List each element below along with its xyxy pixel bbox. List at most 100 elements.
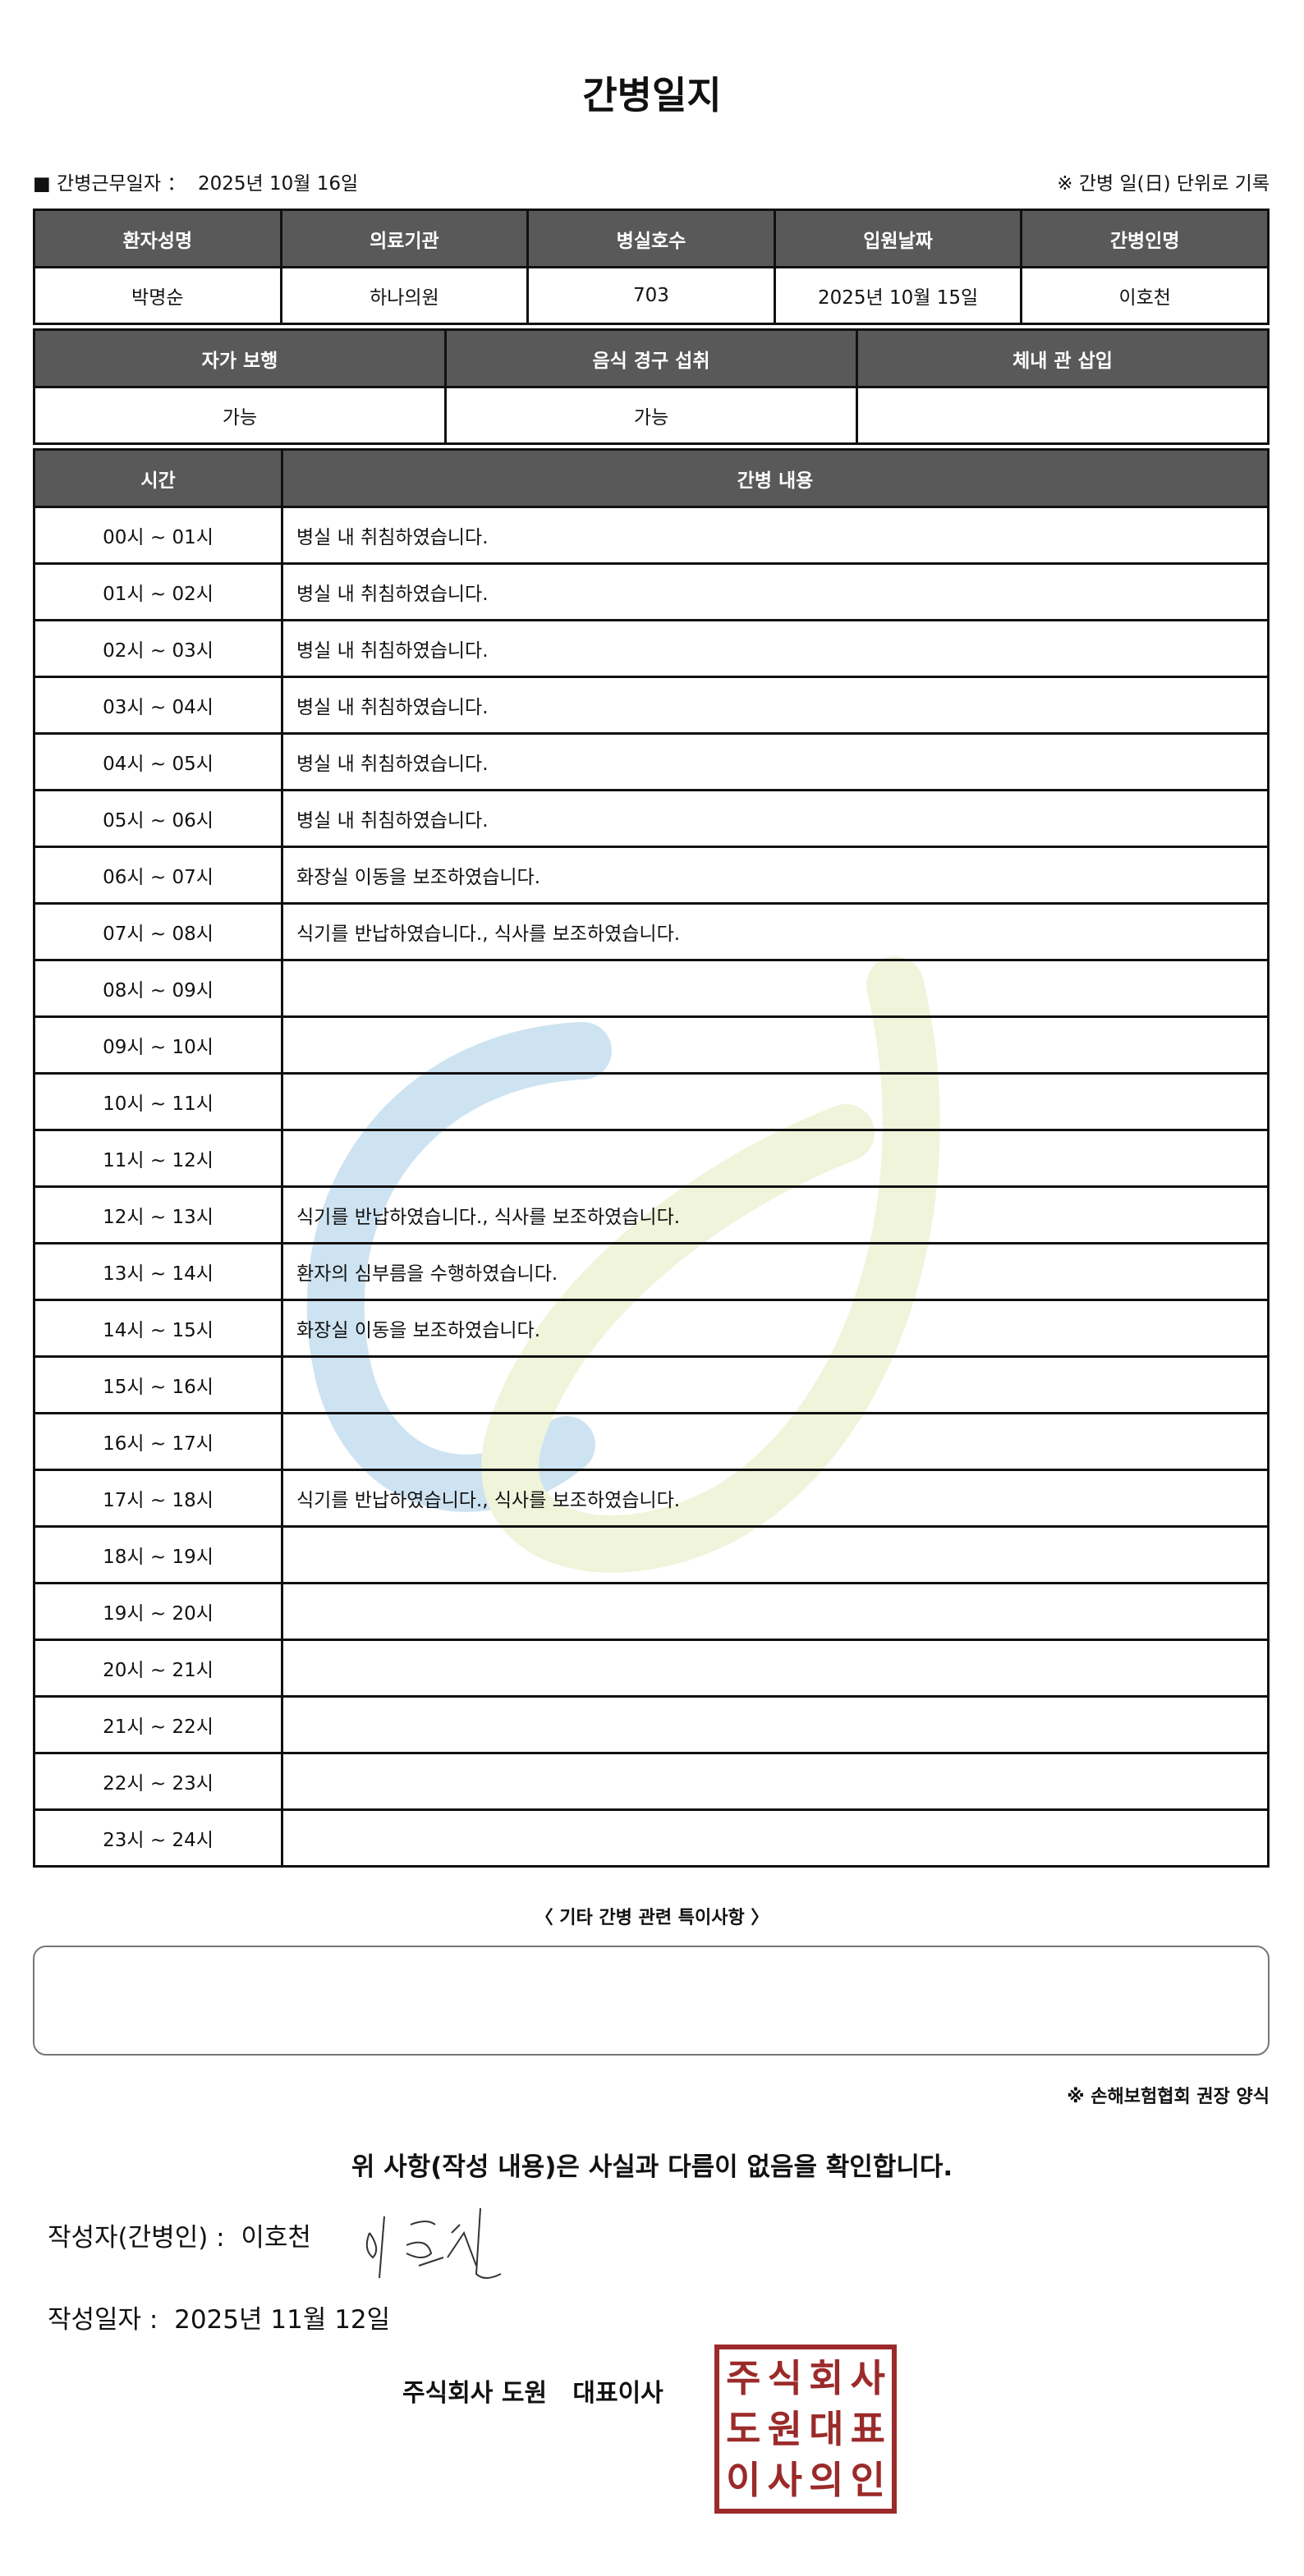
log-content: 병실 내 취침하였습니다. — [281, 562, 1270, 621]
log-time: 08시 ~ 09시 — [33, 959, 283, 1018]
log-time: 01시 ~ 02시 — [33, 562, 283, 621]
log-content — [281, 1752, 1270, 1811]
log-content: 화장실 이동을 보조하였습니다. — [281, 846, 1270, 905]
table-row: 18시 ~ 19시 — [33, 1525, 1270, 1584]
table-row: 06시 ~ 07시 화장실 이동을 보조하였습니다. — [33, 846, 1270, 905]
status-value: 가능 — [444, 386, 858, 445]
table-row: 04시 ~ 05시 병실 내 취침하였습니다. — [33, 732, 1270, 791]
author-line: 작성자(간병인) : 이호천 — [48, 2216, 311, 2253]
log-time: 14시 ~ 15시 — [33, 1299, 283, 1358]
log-content — [281, 1582, 1270, 1641]
log-content: 병실 내 취침하였습니다. — [281, 619, 1270, 678]
log-time: 12시 ~ 13시 — [33, 1185, 283, 1244]
seal-char: 대 — [809, 2407, 844, 2451]
table-row: 05시 ~ 06시 병실 내 취침하였습니다. — [33, 789, 1270, 848]
seal-char: 식 — [767, 2356, 802, 2400]
log-time: 18시 ~ 19시 — [33, 1525, 283, 1584]
info-value: 박명순 — [33, 266, 282, 325]
table-row: 08시 ~ 09시 — [33, 959, 1270, 1018]
log-time: 10시 ~ 11시 — [33, 1072, 283, 1131]
care-log-table: 시간 간병 내용 00시 ~ 01시 병실 내 취침하였습니다. 01시 ~ 02시 병… — [33, 448, 1270, 1868]
log-content — [281, 1015, 1270, 1075]
log-content — [281, 1412, 1270, 1471]
written-date-line: 작성일자 : 2025년 11월 12일 — [48, 2299, 390, 2335]
info-header: 간병인명 — [1020, 209, 1270, 268]
log-time: 22시 ~ 23시 — [33, 1752, 283, 1811]
work-date: ■ 간병근무일자 ： 2025년 10월 16일 — [33, 167, 358, 195]
log-time: 19시 ~ 20시 — [33, 1582, 283, 1641]
table-row: 14시 ~ 15시 화장실 이동을 보조하였습니다. — [33, 1299, 1270, 1358]
seal-char: 도 — [726, 2407, 761, 2451]
written-date-label: 작성일자 : — [48, 2305, 158, 2335]
log-content: 식기를 반납하였습니다., 식사를 보조하였습니다. — [281, 1185, 1270, 1244]
company-name: 주식회사 도원 대표이사 — [402, 2379, 663, 2408]
page-title: 간병일지 — [582, 73, 722, 117]
table-row: 19시 ~ 20시 — [33, 1582, 1270, 1641]
log-time: 06시 ~ 07시 — [33, 846, 283, 905]
log-time: 21시 ~ 22시 — [33, 1695, 283, 1754]
log-time: 00시 ~ 01시 — [33, 506, 283, 565]
table-row: 10시 ~ 11시 — [33, 1072, 1270, 1131]
log-content — [281, 1639, 1270, 1698]
log-time: 09시 ~ 10시 — [33, 1015, 283, 1075]
table-row: 03시 ~ 04시 병실 내 취침하였습니다. — [33, 676, 1270, 735]
log-content: 식기를 반납하였습니다., 식사를 보조하였습니다. — [281, 1469, 1270, 1528]
unit-note: ※ 간병 일(日) 단위로 기록 — [1057, 173, 1270, 195]
table-row: 15시 ~ 16시 — [33, 1355, 1270, 1414]
log-time: 16시 ~ 17시 — [33, 1412, 283, 1471]
status-header: 음식 경구 섭취 — [444, 328, 858, 388]
seal-char: 원 — [767, 2407, 802, 2451]
log-time: 13시 ~ 14시 — [33, 1242, 283, 1301]
table-row: 12시 ~ 13시 식기를 반납하였습니다., 식사를 보조하였습니다. — [33, 1185, 1270, 1244]
patient-status-table: 자가 보행 음식 경구 섭취 체내 관 삽입 가능 가능 — [33, 328, 1270, 445]
info-value: 이호천 — [1020, 266, 1270, 325]
seal-char: 사 — [850, 2356, 885, 2400]
status-value — [856, 386, 1270, 445]
notes-box[interactable] — [33, 1946, 1270, 2056]
seal-char: 표 — [850, 2407, 885, 2451]
log-time: 02시 ~ 03시 — [33, 619, 283, 678]
log-header-time: 시간 — [33, 448, 283, 508]
author-label: 작성자(간병인) : — [48, 2223, 225, 2253]
log-content — [281, 1355, 1270, 1414]
status-header: 자가 보행 — [33, 328, 447, 388]
status-header: 체내 관 삽입 — [856, 328, 1270, 388]
seal-char: 주 — [726, 2356, 761, 2400]
log-content: 병실 내 취침하였습니다. — [281, 676, 1270, 735]
seal-char: 회 — [809, 2356, 844, 2400]
table-row: 02시 ~ 03시 병실 내 취침하였습니다. — [33, 619, 1270, 678]
info-value: 2025년 10월 15일 — [773, 266, 1023, 325]
table-row: 11시 ~ 12시 — [33, 1129, 1270, 1188]
log-header-content: 간병 내용 — [281, 448, 1270, 508]
log-content: 병실 내 취침하였습니다. — [281, 506, 1270, 565]
log-content — [281, 1129, 1270, 1188]
log-time: 23시 ~ 24시 — [33, 1808, 283, 1868]
info-header: 의료기관 — [279, 209, 530, 268]
log-content — [281, 959, 1270, 1018]
log-content: 화장실 이동을 보조하였습니다. — [281, 1299, 1270, 1358]
log-time: 03시 ~ 04시 — [33, 676, 283, 735]
signature — [365, 2207, 502, 2279]
log-content — [281, 1525, 1270, 1584]
table-row: 01시 ~ 02시 병실 내 취침하였습니다. — [33, 562, 1270, 621]
table-row: 23시 ~ 24시 — [33, 1808, 1270, 1868]
log-time: 11시 ~ 12시 — [33, 1129, 283, 1188]
table-row: 22시 ~ 23시 — [33, 1752, 1270, 1811]
log-content: 병실 내 취침하였습니다. — [281, 732, 1270, 791]
author-name: 이호천 — [241, 2223, 311, 2253]
confirm-statement: 위 사항(작성 내용)은 사실과 다름이 없음을 확인합니다. — [351, 2152, 953, 2182]
table-row: 20시 ~ 21시 — [33, 1639, 1270, 1698]
status-value: 가능 — [33, 386, 447, 445]
table-row: 16시 ~ 17시 — [33, 1412, 1270, 1471]
table-row: 21시 ~ 22시 — [33, 1695, 1270, 1754]
info-value: 하나의원 — [279, 266, 530, 325]
recommend-note: ※ 손해보험협회 권장 양식 — [1067, 2087, 1270, 2107]
table-row: 17시 ~ 18시 식기를 반납하였습니다., 식사를 보조하였습니다. — [33, 1469, 1270, 1528]
log-content: 환자의 심부름을 수행하였습니다. — [281, 1242, 1270, 1301]
patient-info-table: 환자성명 의료기관 병실호수 입원날짜 간병인명 박명순 하나의원 703 2025년 10월 … — [33, 209, 1270, 325]
table-row: 09시 ~ 10시 — [33, 1015, 1270, 1075]
log-time: 04시 ~ 05시 — [33, 732, 283, 791]
seal-char: 사 — [767, 2458, 802, 2502]
log-content — [281, 1072, 1270, 1131]
